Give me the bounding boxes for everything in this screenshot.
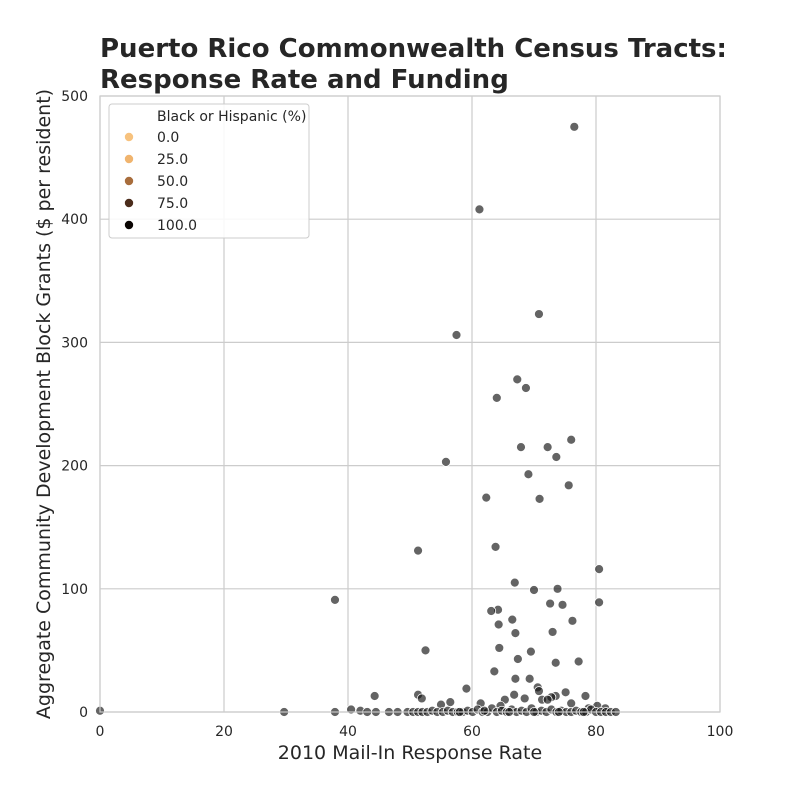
- data-point: [490, 542, 501, 552]
- data-point: [557, 599, 568, 610]
- legend-entries: 0.0 25.0 50.0 75.0 100.0: [124, 130, 197, 234]
- chart-title-line-1: Puerto Rico Commonwealth Census Tracts:: [100, 34, 727, 64]
- data-point: [552, 583, 563, 594]
- data-point: [534, 493, 545, 504]
- x-tick-label: 80: [587, 724, 605, 740]
- data-point: [524, 673, 535, 684]
- data-point: [507, 614, 518, 625]
- y-tick-label: 200: [61, 459, 88, 475]
- data-point: [573, 656, 584, 667]
- y-tick-label: 400: [61, 212, 88, 228]
- y-tick-label: 100: [61, 582, 88, 598]
- data-point: [451, 330, 462, 340]
- data-point: [567, 615, 578, 626]
- data-point: [523, 469, 534, 480]
- x-tick-label: 60: [463, 724, 481, 740]
- data-point: [420, 645, 431, 656]
- data-point: [516, 442, 526, 453]
- data-point: [550, 657, 561, 668]
- data-point: [542, 442, 553, 453]
- data-point: [594, 597, 604, 608]
- legend-marker: [124, 176, 134, 186]
- data-point: [566, 434, 577, 445]
- data-point: [580, 691, 591, 701]
- data-point: [563, 480, 574, 491]
- legend-marker: [124, 154, 134, 164]
- data-point: [594, 564, 604, 574]
- data-point: [534, 686, 544, 696]
- legend-marker: [124, 220, 134, 230]
- legend-label: 100.0: [157, 218, 197, 234]
- x-tick-label: 0: [96, 724, 105, 740]
- data-point: [512, 374, 523, 385]
- chart-title-line-2: Response Rate and Funding: [100, 65, 509, 95]
- legend-label: 25.0: [157, 152, 188, 168]
- y-axis-label: Aggregate Community Development Block Gr…: [33, 89, 55, 719]
- legend-box: [108, 103, 310, 239]
- data-point: [547, 627, 558, 637]
- data-point: [474, 204, 485, 215]
- legend-label: 0.0: [157, 130, 179, 146]
- legend-label: 50.0: [157, 174, 188, 190]
- y-tick-labels: 0 100 200 300 400 500: [61, 89, 88, 721]
- data-point: [551, 452, 562, 462]
- data-point: [346, 704, 357, 715]
- data-point: [494, 643, 505, 653]
- data-point: [461, 683, 472, 694]
- data-point: [526, 646, 536, 657]
- data-point: [542, 694, 553, 705]
- legend-title: Black or Hispanic (%): [157, 109, 306, 125]
- legend-marker: [124, 132, 134, 142]
- data-point: [486, 606, 497, 616]
- data-point: [489, 666, 500, 677]
- data-point: [569, 121, 580, 132]
- data-point: [481, 492, 492, 503]
- y-tick-label: 0: [79, 705, 88, 721]
- data-point: [416, 693, 427, 704]
- legend-marker: [124, 198, 134, 208]
- data-point: [493, 619, 504, 630]
- data-point: [521, 383, 531, 393]
- y-tick-label: 300: [61, 335, 88, 351]
- data-point: [479, 705, 490, 716]
- x-axis-label: 2010 Mail-In Response Rate: [278, 742, 542, 764]
- data-point: [445, 697, 456, 708]
- grid-lines: [99, 95, 721, 713]
- y-tick-label: 500: [61, 89, 88, 105]
- data-point: [560, 687, 571, 698]
- data-point: [369, 691, 380, 701]
- x-tick-labels: 0 20 40 60 80 100: [96, 724, 734, 740]
- data-point: [491, 392, 502, 403]
- x-tick-label: 20: [215, 724, 233, 740]
- data-point: [510, 628, 521, 639]
- plot-frame: [99, 95, 721, 713]
- data-point: [441, 457, 451, 467]
- data-point: [519, 693, 530, 704]
- data-point: [413, 545, 423, 556]
- data-point: [510, 673, 521, 684]
- data-point: [534, 309, 544, 319]
- data-point: [509, 689, 520, 700]
- data-point: [529, 585, 539, 595]
- data-point: [509, 577, 520, 588]
- legend-label: 75.0: [157, 196, 188, 212]
- legend: Black or Hispanic (%) 0.0 25.0 50.0 75.0 100…: [108, 103, 310, 239]
- x-tick-label: 100: [707, 724, 734, 740]
- data-point: [512, 654, 523, 664]
- x-tick-label: 40: [339, 724, 357, 740]
- data-point: [330, 594, 340, 605]
- data-point: [545, 598, 556, 609]
